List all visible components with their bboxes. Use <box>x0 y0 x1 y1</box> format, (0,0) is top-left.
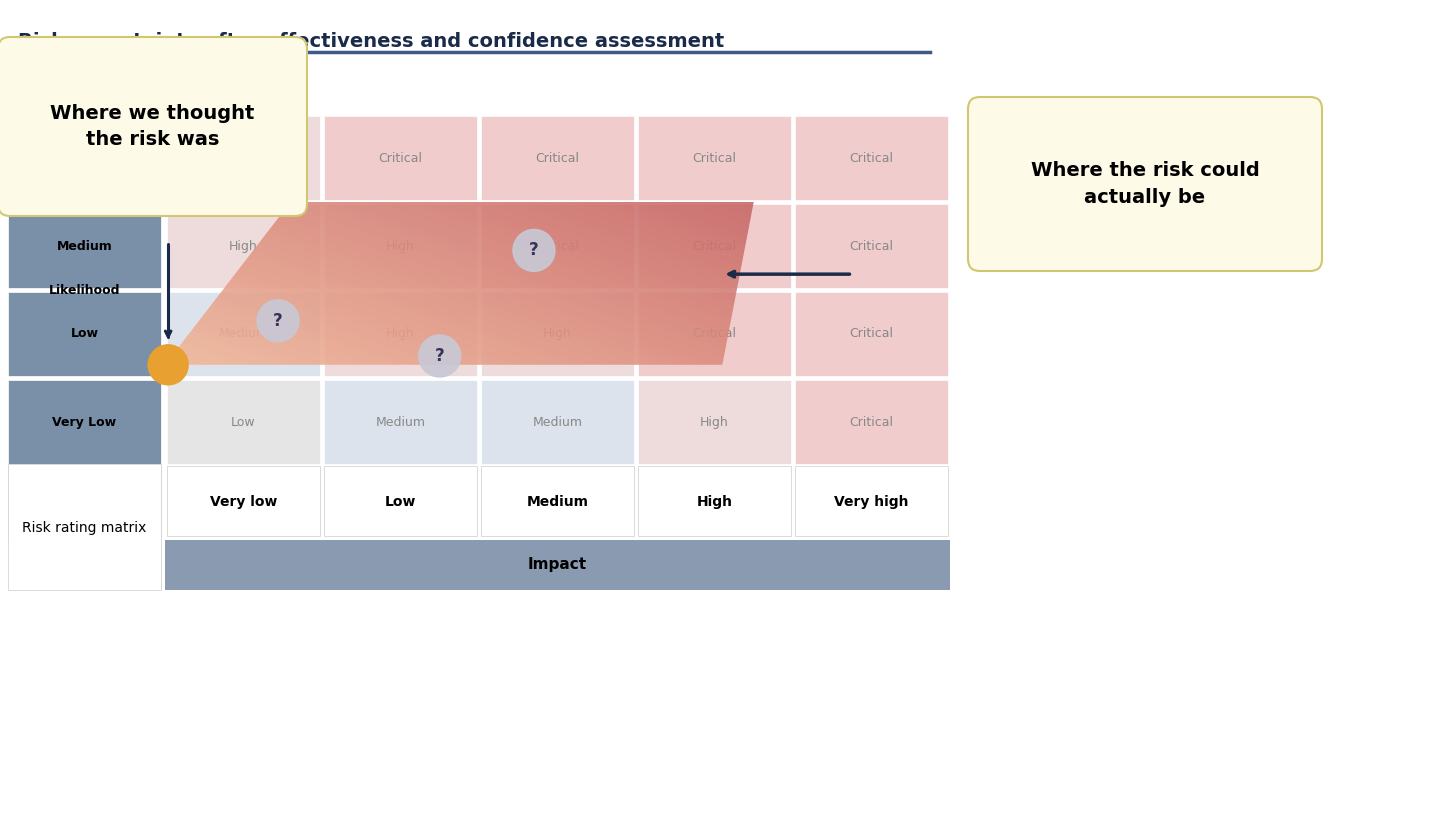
Bar <box>167 380 320 464</box>
Bar <box>325 204 478 288</box>
Bar <box>9 116 162 200</box>
Bar <box>795 292 948 376</box>
Text: High: High <box>696 495 732 509</box>
Text: High: High <box>229 152 257 165</box>
Bar <box>795 204 948 288</box>
Text: High: High <box>543 327 572 340</box>
Text: High: High <box>386 240 415 252</box>
Text: Critical: Critical <box>849 327 894 340</box>
Bar <box>167 466 320 536</box>
Bar <box>795 116 948 200</box>
Text: High: High <box>229 240 257 252</box>
Bar <box>325 116 478 200</box>
Text: Medium: Medium <box>219 327 269 340</box>
Text: Medium: Medium <box>376 415 426 428</box>
Text: Where the risk could
actually be: Where the risk could actually be <box>1031 162 1260 207</box>
Bar <box>638 466 791 536</box>
Text: ?: ? <box>273 311 283 330</box>
Circle shape <box>257 300 299 342</box>
Bar <box>480 204 633 288</box>
Text: Low: Low <box>385 495 416 509</box>
Bar <box>167 292 320 376</box>
Text: High: High <box>701 415 729 428</box>
Text: Low: Low <box>70 327 99 340</box>
Bar <box>325 466 478 536</box>
Bar <box>9 204 162 288</box>
Bar <box>638 292 791 376</box>
Text: ?: ? <box>435 347 445 365</box>
Bar <box>325 292 478 376</box>
Text: Very Low: Very Low <box>53 415 117 428</box>
Text: ?: ? <box>529 241 539 260</box>
Bar <box>638 116 791 200</box>
Text: Very high: Very high <box>834 495 908 509</box>
Circle shape <box>419 335 460 377</box>
Text: Medium: Medium <box>532 415 582 428</box>
Text: Critical: Critical <box>379 152 422 165</box>
Text: Critical: Critical <box>692 152 736 165</box>
Text: Critical: Critical <box>535 152 579 165</box>
Bar <box>325 380 478 464</box>
Text: Critical: Critical <box>849 240 894 252</box>
Text: Risk uncertainty after effectiveness and confidence assessment: Risk uncertainty after effectiveness and… <box>19 32 724 51</box>
Bar <box>9 464 162 590</box>
Circle shape <box>513 229 555 271</box>
Text: Medium: Medium <box>526 495 589 509</box>
Bar <box>480 292 633 376</box>
Text: Where we thought
the risk was: Where we thought the risk was <box>50 104 255 149</box>
Text: Critical: Critical <box>535 240 579 252</box>
FancyBboxPatch shape <box>968 97 1321 271</box>
Bar <box>9 380 162 464</box>
Bar <box>167 116 320 200</box>
Text: High: High <box>69 152 100 165</box>
Text: High: High <box>386 327 415 340</box>
Text: Critical: Critical <box>692 327 736 340</box>
Bar <box>480 116 633 200</box>
Bar <box>167 204 320 288</box>
Bar <box>9 292 162 376</box>
Bar <box>480 380 633 464</box>
Bar <box>638 204 791 288</box>
Bar <box>164 540 950 590</box>
Text: Critical: Critical <box>849 415 894 428</box>
Bar <box>795 466 948 536</box>
Text: Critical: Critical <box>692 240 736 252</box>
Bar <box>638 380 791 464</box>
Text: Very low: Very low <box>210 495 277 509</box>
Text: Likelihood: Likelihood <box>49 283 120 297</box>
Text: Risk rating matrix: Risk rating matrix <box>23 521 147 535</box>
Bar <box>795 380 948 464</box>
Text: Low: Low <box>232 415 256 428</box>
PathPatch shape <box>164 202 754 365</box>
Text: Impact: Impact <box>528 556 588 572</box>
Text: Medium: Medium <box>57 240 113 252</box>
Bar <box>480 466 633 536</box>
Circle shape <box>149 344 189 385</box>
Bar <box>9 466 162 536</box>
FancyBboxPatch shape <box>0 37 307 216</box>
Text: Critical: Critical <box>849 152 894 165</box>
